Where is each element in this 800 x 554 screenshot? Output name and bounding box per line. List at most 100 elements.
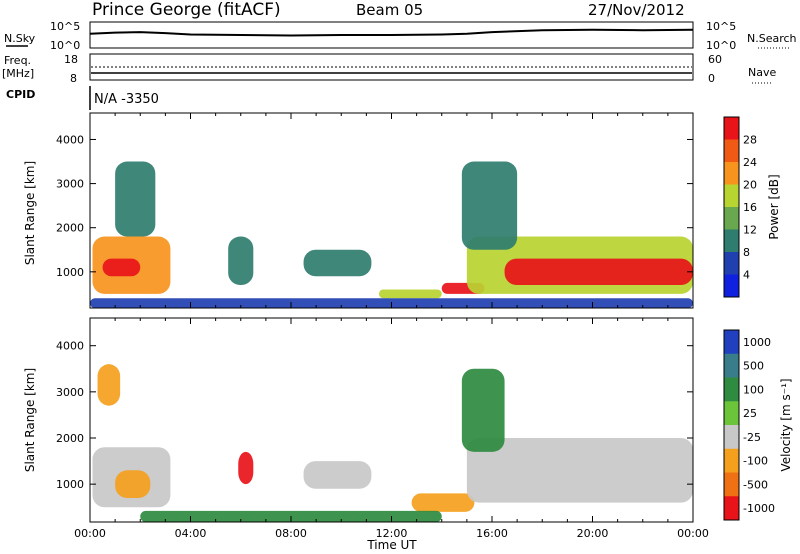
- frequency-panel-frame: [89, 53, 694, 81]
- power-x-axis: [89, 113, 694, 308]
- x-tick-label: 00:00: [677, 527, 709, 540]
- data-region-1: [102, 258, 141, 277]
- power-colorbar-title: Power [dB]: [767, 174, 781, 239]
- colorbar-tick-label: 100: [743, 383, 764, 396]
- colorbar-tick-label: 25: [743, 407, 757, 420]
- nave-tick-low: 0: [708, 72, 715, 85]
- colorbar-cell: [724, 472, 739, 497]
- power-y-axis: 1000 2000 3000 4000: [56, 133, 693, 279]
- frequency-panel: Freq. [MHz] 18 8 60 0 Nave: [2, 53, 776, 85]
- colorbar-tick-label: -1000: [743, 502, 775, 515]
- cpid-label: CPID: [6, 88, 35, 101]
- x-tick-label: 00:00: [74, 527, 106, 540]
- time-axis-label: Time UT: [366, 538, 417, 552]
- velocity-colorbar-frame: [723, 329, 740, 521]
- velocity-panel: 1000 2000 3000 4000 00:00 04:00 08:00 12:00 16:…: [23, 317, 709, 552]
- noise-tick-high-right: 10^5: [706, 20, 736, 33]
- colorbar-cell: [724, 353, 739, 378]
- colorbar-tick-label: 500: [743, 360, 764, 373]
- colorbar-tick-label: -25: [743, 431, 761, 444]
- colorbar-cell: [724, 401, 739, 426]
- y-tick-label: 1000: [56, 478, 84, 491]
- nave-tick-high: 60: [708, 53, 722, 66]
- colorbar-tick-label: -100: [743, 455, 768, 468]
- nave-label: Nave: [748, 66, 776, 79]
- colorbar-cell: [724, 207, 739, 230]
- noise-tick-high-left: 10^5: [50, 20, 80, 33]
- colorbar-tick-label: 12: [743, 224, 757, 237]
- colorbar-tick-label: 8: [743, 246, 750, 259]
- y-tick-label: 1000: [56, 266, 84, 279]
- nsky-series-line: [89, 28, 694, 37]
- freq-label: Freq.: [4, 54, 31, 67]
- colorbar-cell: [724, 425, 739, 450]
- date-title: 27/Nov/2012: [588, 1, 685, 19]
- colorbar-tick-label: 24: [743, 156, 757, 169]
- y-tick-label: 3000: [56, 178, 84, 191]
- y-tick-label: 2000: [56, 432, 84, 445]
- x-tick-label: 20:00: [577, 527, 609, 540]
- noise-panel-frame: [89, 21, 694, 49]
- y-tick-label: 2000: [56, 222, 84, 235]
- colorbar-tick-label: -500: [743, 478, 768, 491]
- noise-tick-low-left: 10^0: [50, 39, 80, 52]
- colorbar-cell: [724, 252, 739, 275]
- data-region-7: [461, 368, 505, 452]
- colorbar-cell: [724, 377, 739, 402]
- velocity-colorbar: 1000 500 100 25 -25 -100 -500 -1000 Velocity [m…: [723, 329, 793, 521]
- velocity-y-axis-label: Slant Range [km]: [23, 368, 37, 472]
- data-region-9: [461, 161, 518, 250]
- y-tick-label: 4000: [56, 340, 84, 353]
- noise-panel: N.Sky 10^5 10^0 10^5 10^0 N.Search: [4, 20, 797, 52]
- velocity-colorbar-title: Velocity [m s⁻¹]: [779, 378, 793, 471]
- data-region-6: [466, 438, 693, 503]
- colorbar-cell: [724, 229, 739, 253]
- colorbar-cell: [724, 448, 739, 473]
- colorbar-tick-label: 20: [743, 179, 757, 192]
- data-region-5: [378, 289, 442, 299]
- colorbar-tick-label: 28: [743, 134, 757, 147]
- colorbar-tick-label: 1000: [743, 336, 771, 349]
- data-region-4: [303, 249, 372, 277]
- freq-unit-label: [MHz]: [2, 67, 34, 80]
- nsearch-label: N.Search: [747, 32, 797, 45]
- velocity-x-axis: 00:00 04:00 08:00 12:00 16:00 20:00 00:00: [74, 318, 709, 540]
- data-region-2: [115, 161, 156, 237]
- x-tick-label: 08:00: [275, 527, 307, 540]
- nsky-label: N.Sky: [4, 32, 36, 45]
- cpid-value: N/A -3350: [94, 92, 159, 107]
- colorbar-cell: [724, 496, 739, 521]
- colorbar-cell: [724, 117, 739, 140]
- data-region-8: [504, 258, 693, 286]
- freq-tick-high: 18: [64, 53, 78, 66]
- data-region-2: [97, 364, 121, 406]
- station-title: Prince George (fitACF): [92, 0, 281, 20]
- colorbar-cell: [724, 162, 739, 185]
- velocity-y-axis: 1000 2000 3000 4000: [56, 340, 693, 491]
- data-region-4: [303, 461, 372, 489]
- colorbar-cell: [724, 139, 739, 163]
- power-y-axis-label: Slant Range [km]: [23, 161, 37, 265]
- noise-tick-low-right: 10^0: [706, 39, 736, 52]
- power-panel: 1000 2000 3000 4000 Slant Range [km]: [23, 112, 694, 309]
- data-region-3: [238, 451, 254, 485]
- y-tick-label: 4000: [56, 133, 84, 146]
- data-region-5: [411, 493, 475, 512]
- beam-title: Beam 05: [356, 1, 423, 19]
- colorbar-cell: [724, 330, 739, 355]
- colorbar-tick-label: 16: [743, 201, 757, 214]
- data-region-1: [115, 470, 151, 498]
- data-region-3: [228, 236, 254, 286]
- x-tick-label: 04:00: [175, 527, 207, 540]
- x-tick-label: 12:00: [376, 527, 408, 540]
- power-colorbar: 28 24 20 16 12 8 4 Power [dB]: [723, 116, 781, 298]
- y-tick-label: 3000: [56, 386, 84, 399]
- freq-tick-low: 8: [70, 72, 77, 85]
- colorbar-cell: [724, 274, 739, 298]
- velocity-data-regions: [92, 364, 693, 522]
- colorbar-tick-label: 4: [743, 269, 750, 282]
- power-colorbar-frame: [723, 116, 740, 298]
- colorbar-cell: [724, 184, 739, 208]
- x-tick-label: 16:00: [476, 527, 508, 540]
